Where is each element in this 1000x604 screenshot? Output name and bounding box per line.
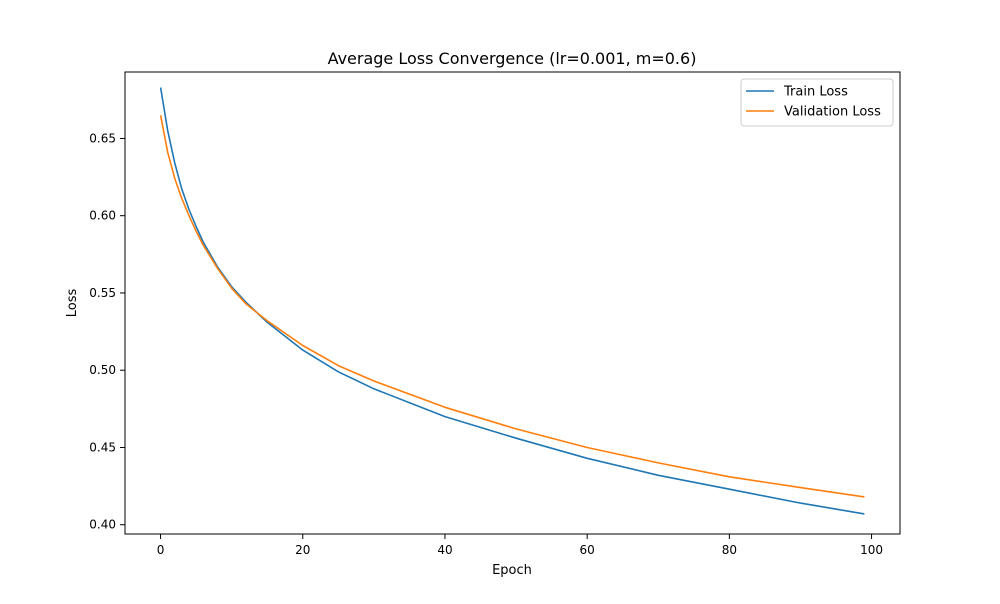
y-tick-label: 0.65 [89,131,116,145]
x-axis-ticks: 0 20 40 60 80 100 [157,534,883,557]
x-tick-label: 80 [722,543,737,557]
series-line-1 [159,115,865,498]
chart-title: Average Loss Convergence (lr=0.001, m=0.… [328,49,697,68]
y-axis-ticks: 0.40 0.45 0.50 0.55 0.60 0.65 [89,131,125,532]
y-tick-label: 0.45 [89,440,116,454]
x-tick-label: 100 [860,543,883,557]
legend: Train Loss Validation Loss [740,78,894,127]
x-tick-label: 60 [580,543,595,557]
y-tick-label: 0.55 [89,286,116,300]
x-axis-label: Epoch [492,563,532,578]
legend-label-0: Train Loss [783,85,848,100]
legend-label-1: Validation Loss [784,105,881,120]
plot-frame [124,71,901,535]
y-tick-label: 0.40 [89,518,116,532]
x-tick-label: 20 [295,543,310,557]
y-tick-label: 0.50 [89,363,116,377]
series-line-0 [159,87,865,515]
x-tick-label: 40 [437,543,452,557]
plot-lines [159,87,865,515]
legend-box [740,78,894,127]
x-tick-label: 0 [157,543,165,557]
y-axis-label: Loss [65,289,80,318]
y-tick-label: 0.60 [89,209,116,223]
